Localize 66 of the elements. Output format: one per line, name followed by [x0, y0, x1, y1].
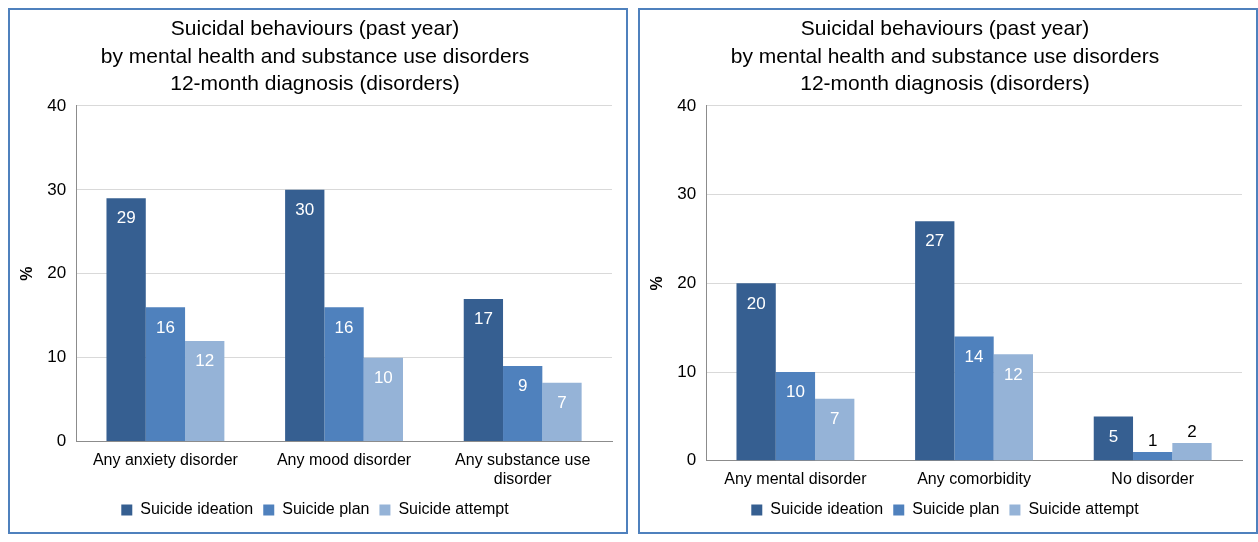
data-label: 5: [1108, 426, 1119, 446]
data-label: 7: [829, 408, 840, 428]
x-tick-label: No disorder: [1111, 469, 1195, 487]
x-tick-label: Any mood disorder: [276, 450, 412, 468]
y-axis-title: %: [648, 276, 666, 291]
x-tick-label: Any mental disorder: [724, 469, 868, 487]
legend-label: Suicide ideation: [770, 500, 884, 518]
bar: [993, 354, 1033, 461]
bar: [1133, 451, 1173, 461]
text: 12-month diagnosis (disorders): [170, 71, 460, 95]
y-tick-label: 20: [47, 263, 67, 283]
y-tick-label: 40: [677, 95, 697, 115]
data-label: 12: [195, 351, 215, 371]
data-label: 16: [155, 317, 175, 337]
data-label: 12: [1003, 364, 1023, 384]
x-tick-label: Any comorbidity: [917, 469, 1031, 487]
bar: [815, 398, 855, 461]
data-label: 9: [517, 376, 528, 396]
data-label: 27: [925, 231, 945, 251]
data-label: 7: [557, 393, 567, 413]
bar: [915, 221, 955, 461]
data-label: 30: [295, 200, 315, 220]
bar: [185, 340, 225, 442]
bar: [363, 357, 403, 442]
bar: [1093, 416, 1134, 461]
y-tick-label: 10: [677, 361, 697, 381]
data-label: 20: [746, 293, 766, 313]
data-label: 10: [785, 382, 805, 402]
text: by mental health and substance use disorders: [100, 43, 530, 67]
data-label: 2: [1187, 422, 1197, 442]
data-label: 1: [1147, 431, 1158, 451]
bar: [1172, 443, 1212, 461]
y-tick-label: 30: [677, 184, 697, 204]
bar: [285, 189, 325, 442]
legend-label: Suicide ideation: [140, 500, 254, 518]
bar: [503, 366, 543, 442]
text: 12-month diagnosis (disorders): [800, 71, 1090, 95]
x-tick-label: Any anxiety disorder: [92, 450, 239, 468]
x-tick-label: Any substance use disorder: [455, 450, 591, 487]
y-tick-label: 20: [677, 273, 697, 293]
bar: [736, 283, 776, 461]
y-tick-label: 10: [47, 347, 67, 367]
bar: [145, 307, 186, 442]
y-tick-label: 0: [686, 450, 697, 470]
bar: [106, 198, 146, 442]
text: Suicidal behaviours (past year): [170, 16, 460, 40]
data-label: 10: [373, 367, 393, 387]
bar: [542, 382, 582, 442]
y-axis-title: %: [18, 266, 36, 281]
data-label: 16: [334, 317, 354, 337]
y-tick-label: 40: [47, 95, 67, 115]
legend-label: Suicide plan: [912, 500, 1000, 518]
legend-label: Suicide plan: [282, 500, 370, 518]
y-tick-label: 0: [56, 431, 67, 451]
text: Suicidal behaviours (past year): [800, 16, 1090, 40]
bar: [324, 307, 364, 442]
data-label: 29: [116, 208, 136, 228]
bar: [463, 298, 504, 442]
bar: [954, 336, 994, 461]
legend-label: Suicide attempt: [1028, 500, 1140, 518]
bar: [775, 372, 816, 461]
y-tick-label: 30: [47, 179, 67, 199]
data-label: 14: [964, 346, 984, 366]
data-label: 17: [473, 309, 493, 329]
legend-label: Suicide attempt: [398, 500, 510, 518]
text: by mental health and substance use disorders: [730, 43, 1160, 67]
